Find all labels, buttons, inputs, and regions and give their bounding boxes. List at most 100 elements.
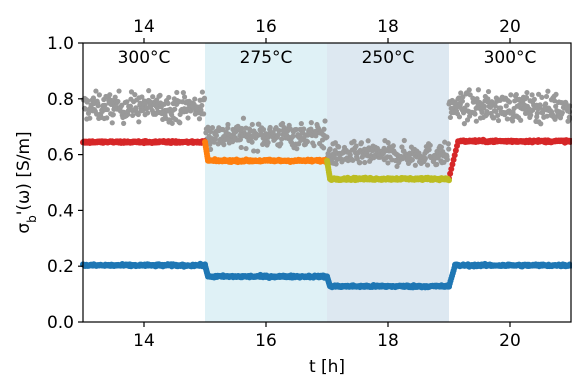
scatter-point: [104, 115, 110, 121]
scatter-point: [293, 126, 299, 133]
scatter-point: [239, 125, 245, 132]
scatter-point: [109, 120, 115, 126]
scatter-point: [181, 94, 188, 100]
x-tick-label: 14: [133, 331, 155, 351]
scatter-point: [321, 145, 327, 151]
scatter-point: [130, 112, 136, 119]
series-3: [324, 157, 452, 184]
y-tick-label: 0.8: [47, 90, 74, 110]
scatter-point: [459, 98, 465, 104]
scatter-point: [495, 117, 502, 124]
scatter-point: [267, 124, 273, 131]
scatter-point: [362, 159, 368, 166]
scatter-point: [321, 126, 327, 132]
scatter-point: [438, 144, 445, 150]
scatter-point: [336, 144, 342, 150]
scatter-point: [93, 88, 99, 94]
scatter-point: [213, 132, 220, 139]
scatter-point: [412, 162, 418, 168]
scatter-point: [353, 143, 359, 149]
scatter-point: [308, 119, 314, 126]
scatter-point: [508, 92, 514, 98]
scatter-point: [535, 91, 542, 97]
y-tick-label: 0.6: [47, 146, 74, 166]
scatter-point: [104, 106, 110, 113]
transition-point: [454, 142, 461, 149]
scatter-point: [347, 152, 353, 158]
scatter-point: [311, 143, 317, 149]
scatter-point: [157, 92, 163, 98]
scatter-point: [247, 128, 253, 134]
scatter-point: [506, 99, 513, 105]
y-axis-label: σb'(ω) [S/m]: [14, 131, 39, 233]
scatter-point: [503, 103, 509, 109]
scatter-point: [121, 120, 127, 126]
scatter-point: [543, 101, 549, 107]
scatter-point: [225, 121, 231, 128]
transition-point: [327, 175, 334, 182]
scatter-point: [102, 102, 108, 108]
scatter-point: [298, 121, 304, 127]
scatter-point: [279, 136, 285, 142]
region-label-0: 300°C: [118, 48, 171, 68]
scatter-point: [133, 105, 139, 111]
series-1: [80, 136, 572, 182]
scatter-point: [390, 143, 396, 149]
scatter-point: [529, 92, 535, 98]
top-x-tick-label: 14: [133, 17, 155, 37]
scatter-point: [265, 139, 271, 146]
scatter-point: [196, 116, 203, 122]
transition-point: [205, 157, 212, 164]
y-tick-label: 1.0: [47, 34, 74, 54]
scatter-point: [484, 108, 490, 115]
scatter-point: [256, 121, 262, 127]
x-tick-label: 16: [255, 331, 277, 351]
scatter-point: [290, 133, 296, 139]
transition-point: [448, 166, 455, 173]
scatter-point: [165, 100, 171, 106]
scatter-point: [145, 110, 151, 116]
plot-frame: [82, 42, 572, 323]
scatter-point: [485, 88, 492, 95]
region-labels: 300°C 275°C 250°C 300°C: [118, 48, 537, 68]
scatter-point: [531, 96, 537, 102]
transition-point: [451, 152, 458, 159]
scatter-point: [139, 94, 145, 100]
scatter-point: [136, 119, 142, 125]
scatter-point: [327, 146, 333, 152]
transition-point: [452, 147, 459, 154]
scatter-point: [492, 103, 498, 109]
data-points: [80, 87, 572, 291]
scatter-point: [174, 89, 180, 96]
scatter-point: [207, 128, 214, 135]
transition-point: [455, 138, 462, 145]
scatter-point: [385, 160, 391, 166]
scatter-point: [358, 140, 365, 146]
scatter-point: [523, 94, 530, 101]
scatter-point: [127, 103, 134, 109]
transition-point: [205, 273, 212, 280]
scatter-point: [434, 161, 440, 167]
scatter-point: [446, 146, 452, 152]
scatter-point: [399, 144, 405, 150]
transition-point: [452, 262, 459, 269]
scatter-point: [524, 89, 530, 96]
scatter-point: [296, 133, 303, 139]
scatter-point: [278, 141, 284, 147]
scatter-point: [146, 88, 152, 94]
scatter-point: [458, 90, 464, 96]
scatter-point: [249, 139, 255, 145]
scatter-point: [205, 124, 211, 130]
scatter-point: [461, 121, 467, 127]
scatter-point: [551, 98, 558, 104]
scatter-point: [240, 115, 247, 121]
scatter-point: [201, 95, 208, 101]
scatter-point: [209, 125, 216, 131]
scatter-point: [166, 94, 172, 101]
transition-point: [447, 170, 454, 177]
scatter-point: [351, 138, 357, 145]
scatter-point: [479, 109, 485, 116]
scatter-point: [333, 161, 339, 167]
scatter-point: [539, 94, 545, 101]
scatter-point: [192, 96, 198, 102]
